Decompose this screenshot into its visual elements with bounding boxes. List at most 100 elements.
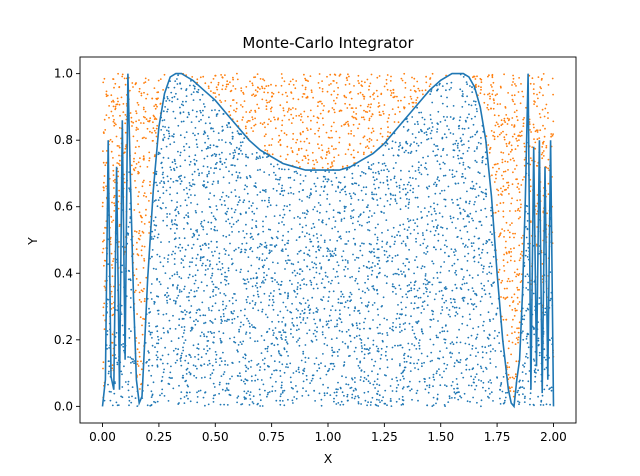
point-above-curve [354,117,357,119]
point-below-curve [169,166,172,169]
point-above-curve [318,87,321,89]
point-below-curve [445,347,448,349]
point-below-curve [460,237,463,240]
point-below-curve [371,304,374,306]
point-below-curve [248,174,251,177]
point-below-curve [231,231,234,233]
point-below-curve [208,347,211,350]
point-below-curve [453,397,456,399]
point-below-curve [469,298,472,301]
point-below-curve [210,309,213,312]
point-above-curve [155,127,158,130]
point-below-curve [370,273,373,276]
point-below-curve [480,224,483,227]
point-below-curve [106,333,109,336]
point-above-curve [210,81,213,84]
point-above-curve [534,141,537,144]
point-below-curve [205,244,208,247]
point-below-curve [212,283,215,286]
point-below-curve [199,109,202,112]
point-below-curve [363,371,366,373]
point-below-curve [433,207,436,210]
point-above-curve [250,127,253,129]
point-below-curve [187,212,190,214]
point-above-curve [112,258,115,260]
point-above-curve [503,138,506,141]
point-below-curve [291,302,293,305]
point-below-curve [533,333,536,336]
point-above-curve [347,132,350,135]
point-below-curve [373,251,375,254]
point-below-curve [367,310,370,313]
point-below-curve [287,259,290,261]
point-below-curve [485,188,487,191]
point-above-curve [497,271,500,274]
point-below-curve [175,179,178,182]
point-above-curve [387,131,389,133]
point-above-curve [113,86,115,89]
point-below-curve [209,144,212,147]
point-below-curve [341,293,344,296]
point-below-curve [437,357,439,360]
point-above-curve [113,204,116,207]
point-above-curve [531,159,533,162]
point-below-curve [164,126,167,128]
point-above-curve [494,173,497,176]
point-below-curve [239,375,242,377]
point-below-curve [422,332,424,335]
point-above-curve [508,193,510,195]
point-below-curve [301,200,303,202]
point-above-curve [118,103,121,106]
point-below-curve [275,189,278,192]
point-below-curve [261,310,263,313]
point-above-curve [331,165,334,167]
point-below-curve [420,267,423,270]
point-below-curve [162,156,165,159]
point-below-curve [150,374,153,377]
point-below-curve [478,172,481,175]
point-below-curve [303,308,306,311]
point-above-curve [224,88,227,90]
point-above-curve [333,156,336,159]
point-below-curve [236,349,239,352]
point-below-curve [278,331,280,333]
point-above-curve [508,340,510,343]
point-below-curve [186,391,189,394]
point-below-curve [273,171,275,174]
point-below-curve [229,242,231,245]
point-below-curve [249,232,252,235]
point-below-curve [352,253,354,256]
point-below-curve [263,368,266,371]
point-below-curve [457,204,460,206]
point-above-curve [102,189,105,192]
point-below-curve [525,249,528,252]
point-above-curve [248,111,251,114]
point-above-curve [400,99,402,102]
point-below-curve [523,397,526,399]
point-below-curve [222,332,225,335]
point-below-curve [471,245,473,248]
point-below-curve [524,395,526,398]
point-below-curve [169,227,172,230]
point-below-curve [295,296,297,298]
point-below-curve [415,237,417,240]
point-below-curve [540,400,543,403]
point-below-curve [335,388,338,391]
point-above-curve [292,84,295,86]
point-below-curve [410,315,412,318]
point-below-curve [453,365,456,368]
point-below-curve [216,246,218,249]
point-above-curve [355,113,358,115]
point-below-curve [485,368,488,370]
point-below-curve [210,321,213,323]
point-above-curve [392,96,395,99]
point-below-curve [502,376,505,378]
point-below-curve [205,186,208,189]
point-below-curve [215,361,218,363]
point-below-curve [167,258,169,260]
point-below-curve [219,198,222,201]
point-above-curve [279,104,282,107]
point-above-curve [259,122,262,124]
point-above-curve [498,235,500,238]
point-below-curve [210,154,213,157]
